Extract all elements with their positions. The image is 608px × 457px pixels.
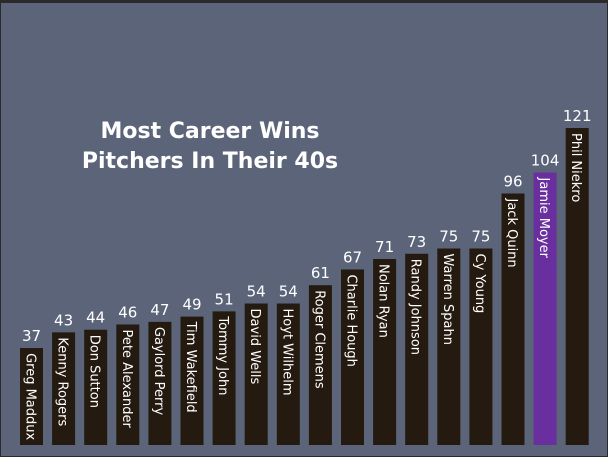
bar bbox=[533, 172, 557, 446]
category-label: Tim Wakefield bbox=[183, 321, 198, 413]
category-label: David Wells bbox=[247, 309, 262, 385]
bar bbox=[244, 303, 268, 445]
bar bbox=[52, 332, 76, 445]
value-label: 67 bbox=[343, 248, 362, 266]
bar bbox=[437, 248, 461, 445]
value-label: 104 bbox=[531, 152, 560, 170]
value-label: 49 bbox=[182, 296, 201, 314]
value-label: 121 bbox=[563, 107, 592, 125]
category-label: Charlie Hough bbox=[344, 274, 359, 366]
category-label: Jamie Moyer bbox=[536, 177, 551, 259]
value-label: 37 bbox=[22, 327, 41, 345]
bar bbox=[405, 253, 429, 445]
value-label: 73 bbox=[407, 233, 426, 251]
bar bbox=[308, 285, 332, 445]
value-label: 43 bbox=[54, 311, 73, 329]
value-label: 75 bbox=[439, 228, 458, 246]
category-label: Hoyt Wilhelm bbox=[279, 309, 294, 396]
bar bbox=[116, 324, 140, 445]
category-label: Randy Johnson bbox=[408, 259, 423, 355]
value-label: 46 bbox=[118, 303, 137, 321]
bar bbox=[469, 248, 493, 445]
category-label: Jack Quinn bbox=[504, 197, 519, 267]
category-label: Cy Young bbox=[472, 254, 487, 314]
chart-title: Most Career Wins bbox=[100, 119, 319, 144]
chart-subtitle: Pitchers In Their 40s bbox=[82, 149, 338, 174]
bar bbox=[373, 258, 397, 445]
bar bbox=[20, 348, 43, 445]
category-label: Nolan Ryan bbox=[376, 264, 391, 338]
bar bbox=[212, 311, 236, 445]
category-label: Pete Alexander bbox=[119, 329, 134, 428]
category-label: Greg Maddux bbox=[23, 353, 38, 440]
category-label: Warren Spahn bbox=[440, 254, 455, 345]
category-label: Roger Clemens bbox=[311, 290, 326, 389]
bar bbox=[180, 316, 204, 445]
value-label: 71 bbox=[375, 238, 394, 256]
bar bbox=[341, 269, 364, 445]
bar bbox=[565, 128, 589, 445]
category-label: Gaylord Perry bbox=[151, 327, 166, 416]
value-label: 54 bbox=[247, 283, 266, 301]
bar bbox=[501, 193, 525, 445]
bar bbox=[276, 303, 300, 445]
value-label: 51 bbox=[215, 290, 234, 308]
value-label: 96 bbox=[503, 172, 522, 190]
bar bbox=[148, 321, 172, 445]
category-label: Kenny Rogers bbox=[55, 337, 70, 426]
value-label: 54 bbox=[279, 283, 298, 301]
value-label: 75 bbox=[471, 228, 490, 246]
category-label: Don Sutton bbox=[87, 335, 102, 408]
top-border bbox=[0, 0, 608, 3]
value-label: 61 bbox=[311, 264, 330, 282]
bar bbox=[84, 329, 108, 445]
value-label: 44 bbox=[86, 309, 105, 327]
category-label: Tommy John bbox=[215, 315, 230, 395]
value-label: 47 bbox=[150, 301, 169, 319]
category-label: Phil Niekro bbox=[568, 133, 583, 202]
